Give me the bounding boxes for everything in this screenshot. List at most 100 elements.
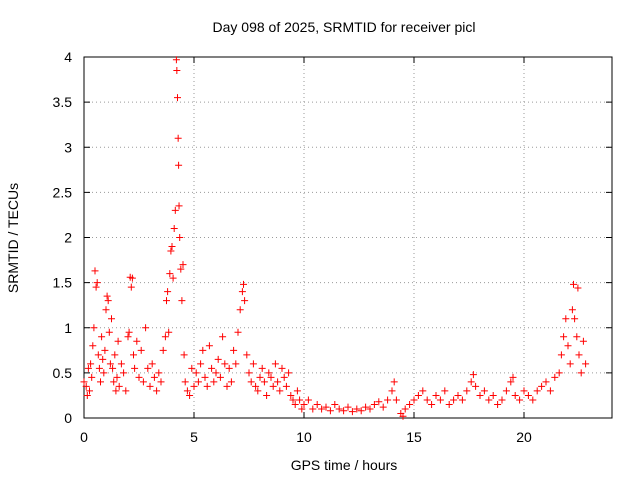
data-point — [573, 333, 581, 341]
data-point — [287, 391, 295, 399]
data-point — [133, 337, 141, 345]
data-point — [516, 396, 524, 404]
x-axis-label: GPS time / hours — [291, 457, 398, 473]
data-point — [546, 387, 554, 395]
data-point — [110, 378, 118, 386]
data-point — [208, 364, 216, 372]
data-point — [84, 364, 92, 372]
data-point — [564, 342, 572, 350]
data-point — [227, 378, 235, 386]
data-point — [157, 378, 165, 386]
data-point — [225, 364, 233, 372]
x-tick-label: 20 — [516, 429, 532, 445]
data-point — [450, 396, 458, 404]
data-point — [362, 403, 370, 411]
data-point — [472, 382, 480, 390]
data-points — [80, 56, 590, 420]
data-point — [201, 373, 209, 381]
data-point — [401, 405, 409, 413]
data-point — [318, 405, 326, 413]
data-point — [375, 398, 383, 406]
data-point — [170, 224, 178, 232]
data-point — [165, 328, 173, 336]
data-point — [498, 396, 506, 404]
data-point — [485, 396, 493, 404]
data-point — [86, 387, 93, 395]
chart-title: Day 098 of 2025, SRMTID for receiver pic… — [213, 19, 476, 35]
grid — [84, 57, 612, 418]
data-point — [379, 403, 387, 411]
data-point — [94, 351, 102, 359]
data-point — [232, 360, 240, 368]
data-point — [219, 333, 227, 341]
data-point — [392, 396, 400, 404]
data-point — [80, 378, 88, 386]
data-point — [174, 134, 182, 142]
data-point — [300, 400, 308, 408]
y-tick-label: 2.5 — [53, 184, 73, 200]
data-point — [117, 360, 125, 368]
data-point — [144, 364, 152, 372]
data-point — [95, 364, 103, 372]
data-point — [263, 391, 271, 399]
data-point — [414, 391, 422, 399]
data-point — [82, 382, 90, 390]
data-point — [269, 382, 277, 390]
data-point — [520, 387, 528, 395]
data-point — [192, 369, 200, 377]
data-point — [108, 315, 115, 323]
data-point — [579, 337, 587, 345]
data-point — [542, 378, 550, 386]
data-point — [419, 387, 427, 395]
data-point — [167, 247, 175, 255]
data-point — [92, 283, 100, 291]
data-point — [238, 288, 246, 296]
data-point — [384, 396, 392, 404]
data-point — [278, 364, 286, 372]
data-point — [410, 396, 418, 404]
data-point — [175, 161, 183, 169]
data-point — [236, 306, 244, 314]
data-point — [131, 364, 139, 372]
data-point — [102, 306, 110, 314]
data-point — [469, 371, 477, 379]
data-point — [164, 288, 172, 296]
data-point — [212, 369, 220, 377]
data-point — [562, 315, 570, 323]
y-axis-label: SRMTID / TECUs — [5, 183, 21, 293]
data-point — [168, 243, 176, 251]
data-point — [194, 378, 202, 386]
data-point — [445, 400, 453, 408]
x-tick-label: 15 — [406, 429, 422, 445]
data-point — [128, 274, 136, 282]
data-point — [296, 396, 304, 404]
data-point — [331, 400, 339, 408]
data-point — [568, 306, 576, 314]
data-point — [309, 405, 317, 413]
data-point — [399, 412, 407, 420]
data-point — [575, 351, 583, 359]
x-tick-label: 5 — [190, 429, 198, 445]
data-point — [271, 360, 279, 368]
data-point — [169, 274, 177, 282]
data-point — [582, 360, 590, 368]
data-point — [467, 378, 475, 386]
data-point — [313, 400, 321, 408]
data-point — [103, 292, 111, 300]
data-point — [171, 206, 179, 214]
data-point — [172, 56, 180, 64]
data-point — [509, 373, 517, 381]
data-point — [463, 387, 471, 395]
y-tick-label: 1.5 — [53, 275, 73, 291]
data-point — [249, 360, 257, 368]
data-point — [265, 369, 273, 377]
y-tick-label: 3.5 — [53, 94, 73, 110]
data-point — [106, 360, 114, 368]
data-point — [282, 382, 290, 390]
data-point — [99, 355, 107, 363]
data-point — [175, 202, 183, 210]
data-point — [555, 369, 563, 377]
data-point — [91, 267, 99, 275]
data-point — [186, 391, 194, 399]
x-tick-label: 10 — [296, 429, 312, 445]
